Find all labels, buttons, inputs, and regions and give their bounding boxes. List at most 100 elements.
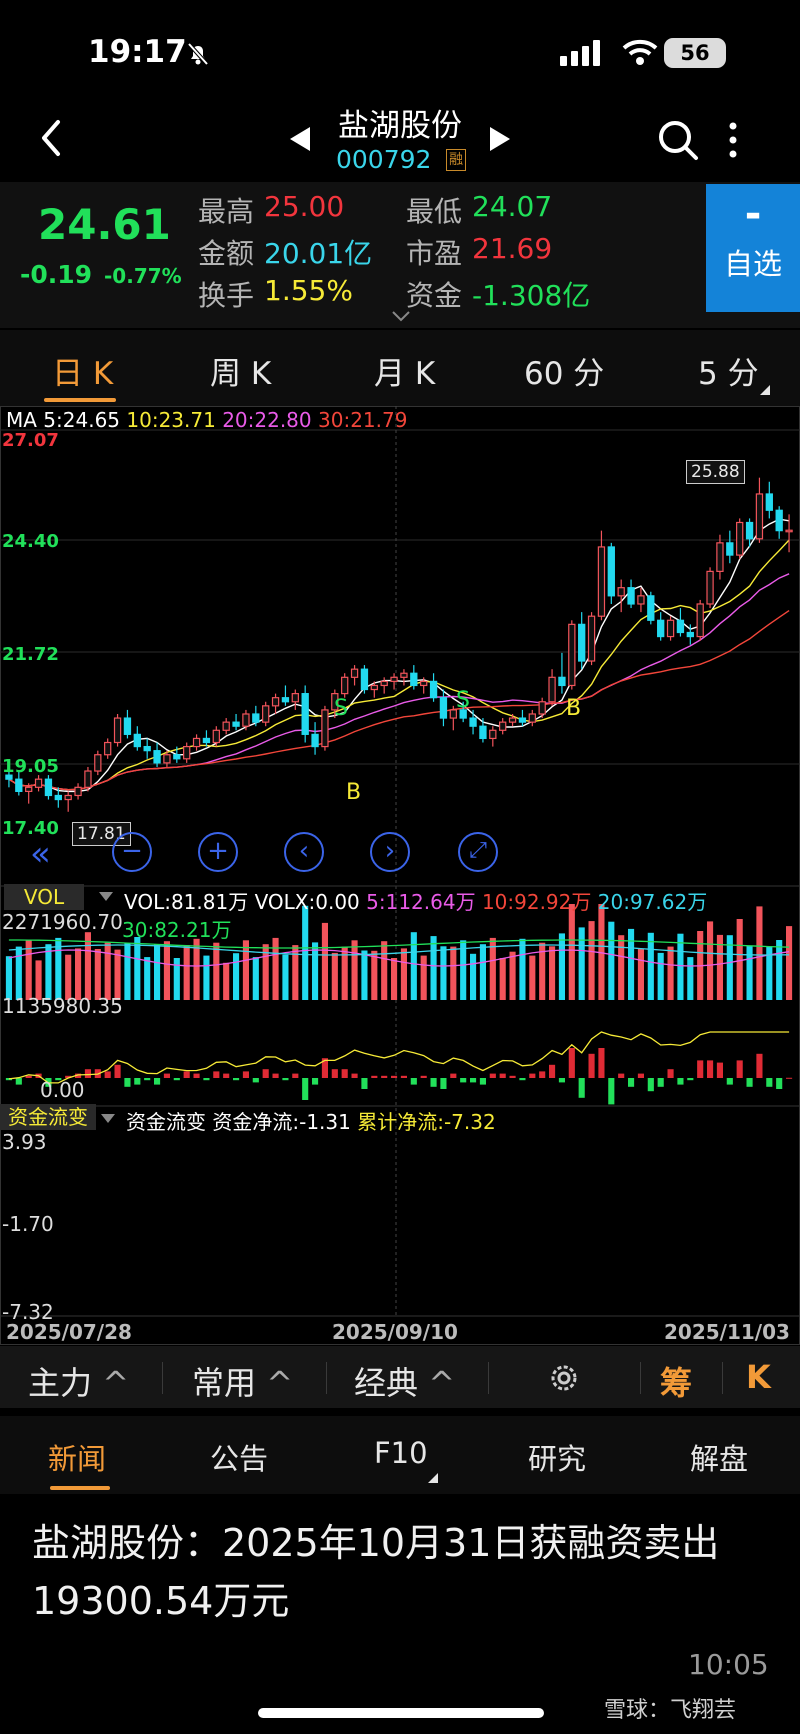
candle-body [370,684,378,691]
watchlist-label: 自选 [723,247,782,281]
main-indicator-button[interactable]: 主力 ^ [28,1358,129,1404]
fund-flow-bar [598,1048,605,1078]
buy-signal-2: B [566,696,582,721]
volume-bar [321,922,328,1000]
fund-flow-bar [608,1078,615,1105]
fund-flow-dropdown-icon[interactable] [100,1110,116,1129]
volume-bar [65,954,72,1000]
watchlist-button[interactable]: - 自选 [706,184,800,312]
fund-flow-bar [677,1078,684,1085]
tab-5-min[interactable]: 5 分 [698,356,759,392]
fund-flow-indicator-button[interactable]: 资金流变 [0,1104,96,1130]
period-tabs [0,330,800,406]
tab-month-k[interactable]: 月 K [374,356,436,392]
tab-research[interactable]: 研究 [528,1442,587,1476]
tab-more-corner-icon[interactable] [760,380,770,399]
candle-body [271,697,280,707]
volume-bar [657,952,664,1000]
candle-body [508,717,517,723]
volume-bar [134,937,141,1000]
volume-bar [628,928,635,1000]
fund-flow-bar [726,1078,733,1085]
search-icon[interactable] [656,118,700,166]
candle-body [696,603,704,638]
chart-frame [0,406,800,1345]
tab-news[interactable]: 新闻 [48,1442,107,1476]
next-stock-icon[interactable] [488,125,512,157]
tab-day-k[interactable]: 日 K [52,356,114,392]
fund-flow-bar [272,1073,279,1078]
sell-signal-2: S [456,688,470,713]
k-settings-button[interactable]: K [746,1358,771,1396]
fund-flow-bar [400,1075,407,1078]
double-chevron-left-icon[interactable]: « [30,834,51,874]
tab-analysis[interactable]: 解盘 [690,1442,749,1476]
turnover-label: 换手 [198,279,255,312]
chevron-right-icon[interactable]: › [370,832,410,872]
volume-bar [272,937,279,1000]
fund-flow-bar [233,1078,240,1081]
fund-flow-bar [144,1078,151,1081]
classic-indicator-button[interactable]: 经典 ^ [354,1358,455,1404]
candle-body [360,668,369,691]
fund-flow-bar [25,1075,32,1078]
margin-badge: 融 [446,149,466,171]
volume-bar [450,946,457,1000]
tab-week-k[interactable]: 周 K [210,356,272,392]
fund-flow-bar [331,1069,338,1078]
volume-bar [25,940,32,1000]
volume-bar [5,956,12,1000]
vol-ma20-line [8,944,790,956]
more-icon[interactable] [728,120,738,164]
fund-flow-bar [558,1078,565,1083]
volume-bar [430,936,437,1000]
volume-bar [598,904,605,1000]
volume-bar [193,938,200,1000]
fund-flow-bar [252,1078,259,1083]
volume-bar [549,946,556,1000]
fund-flow-bar [312,1078,319,1085]
candle-body [123,717,132,735]
fund-flow-bar [163,1073,170,1078]
volume-indicator-button[interactable]: VOL [4,884,84,910]
tab-f10[interactable]: F10 [374,1436,428,1470]
price-axis-3: 21.72 [2,644,59,665]
candle-body [666,619,675,638]
volume-bar [114,949,121,1000]
high-price-tag: 25.88 [686,460,745,484]
candle-body [153,750,161,764]
zoom-in-icon[interactable]: + [198,832,238,872]
volume-axis-zero: 0.00 [40,1078,85,1102]
price-axis-max: 27.07 [2,430,59,451]
fund-flow-bar [292,1073,299,1078]
candle-body [607,546,615,597]
volume-axis-top: 2271960.70 [2,910,123,934]
kline-chart[interactable] [0,406,800,1346]
f10-corner-icon [428,1468,438,1487]
chevron-left-icon[interactable]: ‹ [284,832,324,872]
settings-gear-icon[interactable] [546,1360,582,1400]
vol30-value: 30:82.21万 [122,918,232,942]
volume-dropdown-icon[interactable] [98,888,114,907]
common-indicator-button[interactable]: 常用 ^ [192,1358,293,1404]
prev-stock-icon[interactable] [288,125,312,157]
fund-label: 资金 [406,279,463,312]
chip-distribution-button[interactable]: 筹 [660,1364,693,1402]
volx-value: VOLX:0.00 [254,890,360,914]
fund-flow-bar [628,1078,635,1087]
indicator-toolbar [0,1346,800,1408]
fund-flow-bar [568,1048,575,1078]
candle-body [469,717,477,727]
tab-announcement[interactable]: 公告 [210,1442,269,1476]
fund-flow-bar [539,1071,546,1078]
news-headline[interactable]: 盐湖股份：2025年10月31日获融资卖出19300.54万元 [32,1521,720,1623]
volume-bar [163,941,170,1000]
candle-body [331,693,339,711]
back-icon[interactable] [36,118,66,162]
volume-bar [331,952,338,1000]
tab-60-min[interactable]: 60 分 [524,356,605,392]
chevron-down-icon[interactable] [390,308,412,327]
zoom-out-icon[interactable]: − [112,832,152,872]
news-time: 10:05 [688,1648,769,1681]
fullscreen-icon[interactable]: ⤢ [458,832,498,872]
